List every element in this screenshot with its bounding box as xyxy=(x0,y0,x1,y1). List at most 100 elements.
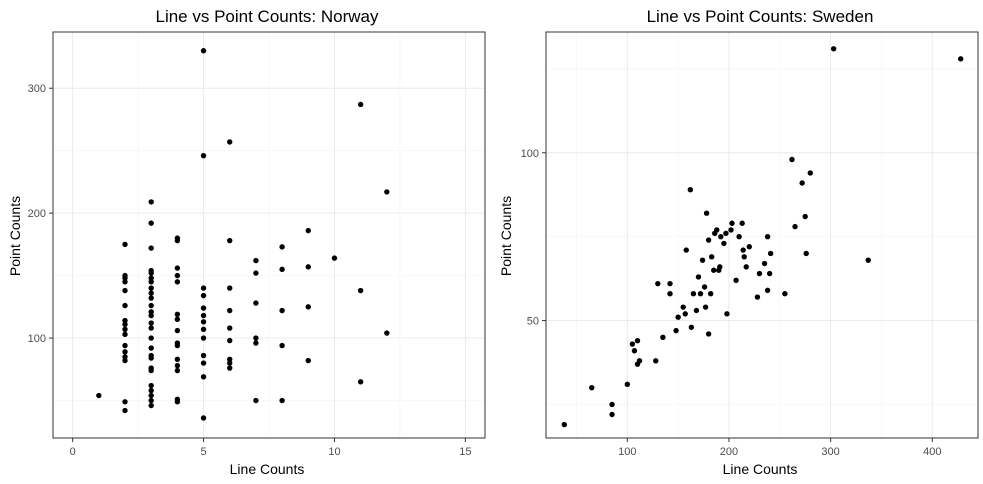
data-point xyxy=(683,247,689,253)
data-point xyxy=(148,295,154,301)
data-point xyxy=(174,311,181,318)
data-point xyxy=(200,415,207,421)
data-point xyxy=(148,382,154,389)
data-point xyxy=(305,227,311,234)
norway-scatter-panel: Line vs Point Counts: Norway Line Counts… xyxy=(7,7,486,477)
x-axis-title-norway: Line Counts xyxy=(230,461,305,477)
data-point xyxy=(629,341,636,347)
data-point xyxy=(122,326,128,333)
data-point xyxy=(721,240,727,247)
data-point xyxy=(174,327,181,334)
data-point xyxy=(717,264,723,270)
y-axis-title-norway: Point Counts xyxy=(7,196,23,276)
y-tick-label: 300 xyxy=(28,83,46,95)
data-point xyxy=(729,220,735,226)
data-point xyxy=(227,365,233,371)
data-point xyxy=(687,187,694,193)
data-point xyxy=(743,264,749,270)
data-point xyxy=(802,213,808,220)
data-point xyxy=(693,307,700,314)
data-point xyxy=(279,244,285,250)
data-point xyxy=(707,291,714,297)
data-point xyxy=(305,264,311,270)
data-point xyxy=(636,358,643,364)
y-tick-label: 100 xyxy=(521,148,539,160)
data-point xyxy=(764,287,771,294)
x-tick-label: 15 xyxy=(459,446,471,458)
data-point xyxy=(756,270,763,277)
data-point xyxy=(148,279,154,285)
data-point xyxy=(200,152,207,159)
data-point xyxy=(122,407,128,414)
data-point xyxy=(384,330,390,336)
data-point xyxy=(148,270,154,276)
data-point xyxy=(174,362,181,369)
data-point xyxy=(148,345,154,351)
data-point xyxy=(200,360,207,366)
data-point xyxy=(148,275,154,281)
x-axis-title-sweden: Line Counts xyxy=(723,461,798,477)
data-point xyxy=(174,237,181,244)
data-point xyxy=(331,255,338,261)
y-axis-sweden: 50 100 xyxy=(521,148,546,328)
data-point xyxy=(782,291,788,297)
data-point xyxy=(728,227,734,233)
data-point xyxy=(148,367,154,374)
data-point xyxy=(174,356,181,362)
data-point xyxy=(253,300,259,306)
data-point xyxy=(96,392,102,399)
data-point xyxy=(705,237,712,243)
data-point xyxy=(200,292,207,299)
data-point xyxy=(200,374,207,380)
data-point xyxy=(695,274,702,280)
data-point xyxy=(122,354,128,360)
data-point xyxy=(764,233,771,240)
x-tick-label: 400 xyxy=(923,446,941,458)
data-point xyxy=(699,257,706,263)
data-point xyxy=(148,290,154,296)
data-point xyxy=(227,325,233,331)
data-point xyxy=(227,237,233,244)
data-point xyxy=(705,331,712,337)
data-point xyxy=(174,316,181,323)
data-point xyxy=(609,411,615,418)
plot-frame-norway xyxy=(52,31,486,439)
data-point xyxy=(148,309,154,315)
data-point xyxy=(200,319,207,325)
data-point xyxy=(724,311,730,317)
data-point xyxy=(200,48,207,54)
data-point xyxy=(761,260,768,267)
x-axis-sweden: 100 200 300 400 xyxy=(618,438,941,458)
data-point xyxy=(702,304,709,310)
data-point xyxy=(148,302,154,309)
data-point xyxy=(227,307,233,314)
data-point xyxy=(122,241,128,248)
data-point xyxy=(148,312,154,319)
data-point xyxy=(680,304,686,310)
data-point xyxy=(227,360,233,366)
chart-title-sweden: Line vs Point Counts: Sweden xyxy=(647,7,874,26)
data-point xyxy=(279,307,285,314)
data-point xyxy=(789,156,795,163)
data-point xyxy=(718,233,724,240)
data-point xyxy=(122,321,128,328)
data-point xyxy=(200,326,207,333)
data-points-norway xyxy=(96,48,390,421)
data-point xyxy=(279,342,285,349)
data-point xyxy=(624,381,631,388)
data-point xyxy=(148,355,154,361)
x-tick-label: 5 xyxy=(200,446,206,458)
y-tick-label: 100 xyxy=(28,333,46,345)
data-point xyxy=(148,245,154,251)
data-point xyxy=(122,399,128,405)
data-point xyxy=(746,244,752,250)
data-point xyxy=(357,101,364,108)
data-point xyxy=(148,199,154,205)
data-point xyxy=(561,421,567,428)
data-point xyxy=(122,342,128,349)
data-point xyxy=(767,250,774,257)
data-point xyxy=(148,402,154,409)
data-point xyxy=(148,220,154,226)
data-point xyxy=(174,265,181,271)
